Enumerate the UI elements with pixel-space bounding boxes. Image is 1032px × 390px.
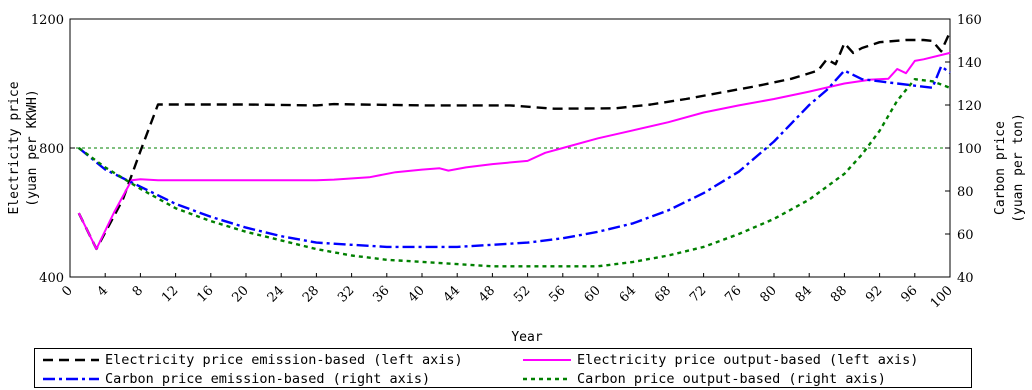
right-tick-label: 160 (957, 13, 982, 28)
legend: Electricity price emission-based (left a… (34, 348, 972, 388)
legend-item-electricity-emission: Electricity price emission-based (left a… (41, 350, 463, 369)
x-tick-label: 8 (130, 283, 146, 299)
right-axis-title-line: (yuan per ton) (1011, 113, 1026, 223)
legend-swatch-magenta-solid (523, 358, 571, 361)
x-tick-label: 56 (546, 283, 568, 305)
right-axis-title: Carbon price (yuan per ton) (993, 113, 1026, 223)
series-line-1 (77, 31, 952, 251)
right-tick-label: 60 (957, 228, 974, 243)
x-tick-label: 76 (722, 283, 744, 305)
left-tick-label: 800 (39, 142, 64, 157)
x-tick-label: 92 (863, 283, 885, 305)
right-tick-label: 80 (957, 185, 974, 200)
legend-swatch-blue-dashdot (43, 377, 99, 380)
x-tick-label: 72 (687, 283, 709, 305)
x-tick-label: 64 (617, 283, 639, 305)
series-lines (77, 31, 952, 268)
x-tick-label: 4 (95, 283, 111, 299)
x-tick-label: 0 (59, 283, 75, 299)
series-line-4 (78, 77, 951, 268)
left-tick-label: 400 (39, 271, 64, 286)
right-tick-label: 40 (957, 271, 974, 286)
right-tick-label: 140 (957, 56, 982, 71)
x-tick-label: 36 (370, 283, 392, 305)
x-tick-label: 80 (758, 283, 780, 305)
legend-label: Carbon price emission-based (right axis) (105, 370, 431, 387)
legend-label: Electricity price emission-based (left a… (105, 351, 463, 368)
legend-label: Carbon price output-based (right axis) (577, 370, 886, 387)
x-tick-label: 12 (159, 283, 181, 305)
x-tick-label: 24 (265, 283, 287, 305)
x-tick-label: 60 (582, 283, 604, 305)
right-axis-title-line: Carbon price (993, 121, 1008, 215)
legend-swatch-green-dotted (523, 377, 571, 380)
x-tick-label: 84 (793, 283, 815, 305)
left-tick-label: 1200 (31, 13, 64, 28)
x-axis-title: Year (511, 330, 542, 345)
legend-label: Electricity price output-based (left axi… (577, 351, 919, 368)
x-tick-label: 32 (335, 283, 357, 305)
x-tick-label: 100 (928, 283, 956, 311)
right-tick-label: 100 (957, 142, 982, 157)
x-tick-label: 44 (441, 283, 463, 305)
series-line-2 (77, 51, 951, 250)
x-tick-label: 28 (300, 283, 322, 305)
x-tick-label: 48 (476, 283, 498, 305)
left-axis-title: Electricity price (yuan per KKWH) (7, 81, 40, 214)
x-tick-label: 52 (511, 283, 533, 305)
legend-item-carbon-emission: Carbon price emission-based (right axis) (41, 369, 430, 388)
x-tick-label: 20 (230, 283, 252, 305)
legend-swatch-black-dashed (43, 358, 99, 361)
legend-item-carbon-output: Carbon price output-based (right axis) (521, 369, 886, 388)
x-tick-label: 96 (898, 283, 920, 305)
x-tick-label: 16 (194, 283, 216, 305)
gridlines (70, 18, 950, 149)
left-axis-title-line: (yuan per KKWH) (25, 89, 40, 206)
right-tick-label: 120 (957, 99, 982, 114)
x-tick-label: 68 (652, 283, 674, 305)
x-tick-label: 88 (828, 283, 850, 305)
legend-item-electricity-output: Electricity price output-based (left axi… (521, 350, 918, 369)
x-tick-label: 40 (406, 283, 428, 305)
left-axis-title-line: Electricity price (7, 81, 22, 214)
series-line-3 (78, 65, 951, 249)
